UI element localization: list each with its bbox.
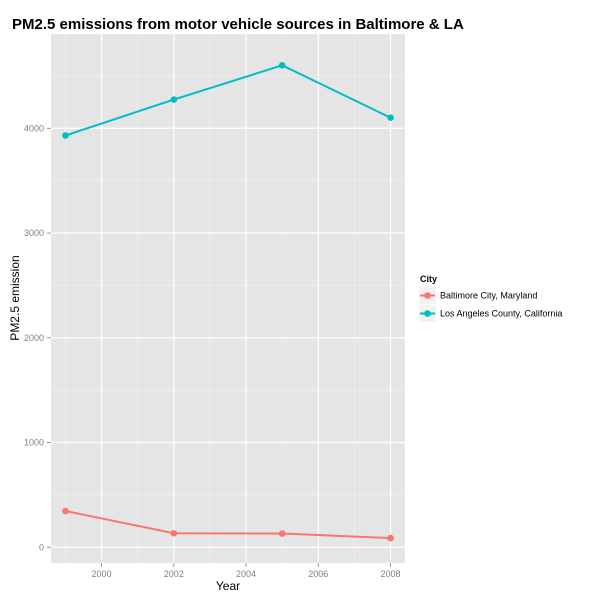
y-tick-label: 2000	[24, 333, 44, 343]
y-axis-title: PM2.5 emission	[8, 255, 22, 340]
y-tick-label: 4000	[24, 123, 44, 133]
minor-gridlines	[51, 34, 405, 563]
x-tick-label: 2002	[164, 569, 184, 579]
series-points	[62, 62, 394, 542]
y-tick-label: 0	[39, 542, 44, 552]
plot-panel	[51, 34, 405, 563]
data-point-1-2	[278, 62, 286, 69]
legend-label-0: Baltimore City, Maryland	[440, 291, 537, 301]
legend-label-1: Los Angeles County, California	[440, 309, 562, 319]
legend-items: Baltimore City, Maryland Los Angeles Coun…	[419, 287, 562, 322]
series-line-0	[65, 510, 391, 540]
y-tick-label: 3000	[24, 228, 44, 238]
major-gridlines	[51, 34, 405, 563]
x-tick-label: 2000	[92, 569, 112, 579]
x-axis-title: Year	[216, 579, 240, 593]
x-axis-ticks: 2000 2002 2004 2006 2008	[92, 563, 401, 579]
data-point-0-1	[170, 529, 178, 537]
x-tick-label: 2006	[308, 569, 328, 579]
legend-key-point	[424, 310, 431, 317]
legend-key-point	[424, 292, 431, 299]
data-point-0-3	[387, 534, 394, 542]
data-point-0-2	[278, 530, 286, 537]
y-tick-label: 1000	[24, 438, 44, 448]
data-point-1-3	[387, 114, 394, 121]
data-point-0-0	[62, 507, 69, 515]
data-point-1-1	[170, 96, 178, 103]
series-line-1	[65, 64, 391, 137]
x-tick-label: 2008	[381, 569, 401, 579]
data-point-1-0	[62, 132, 69, 139]
chart-title: PM2.5 emissions from motor vehicle sourc…	[12, 16, 464, 33]
legend-title: City	[420, 274, 437, 284]
x-tick-label: 2004	[236, 569, 256, 579]
series-lines	[65, 64, 391, 540]
y-axis-ticks: 0 1000 2000 3000 4000	[24, 123, 51, 552]
legend: City Baltimore City, Maryland Los Angeles…	[419, 274, 562, 322]
